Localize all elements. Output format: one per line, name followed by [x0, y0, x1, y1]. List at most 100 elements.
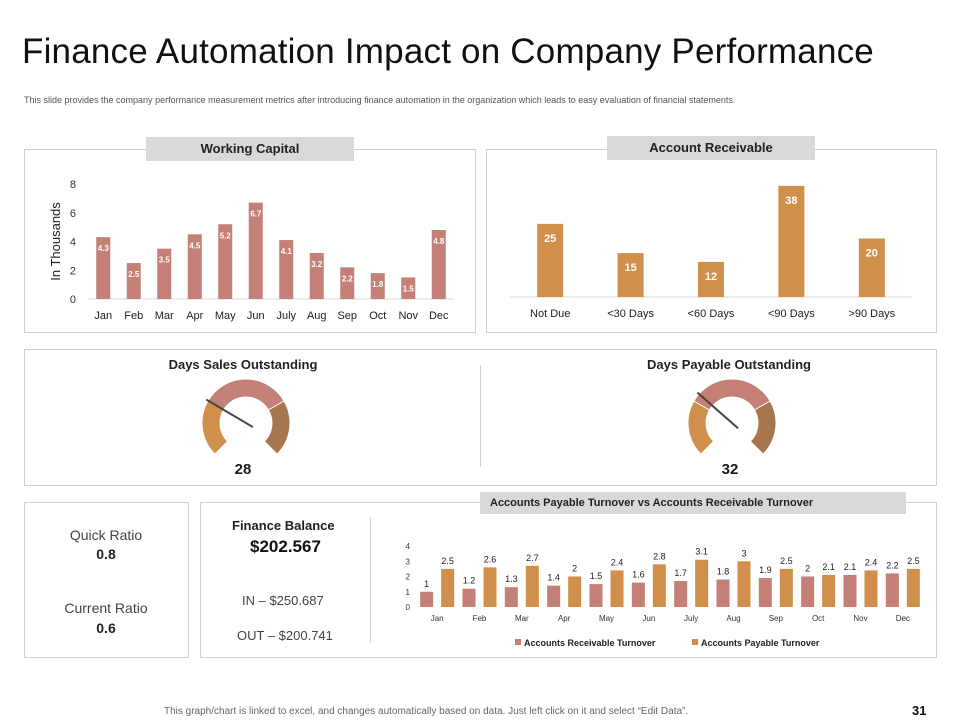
turnover-bar-label: 2.1: [844, 562, 857, 572]
finance-divider: [370, 517, 371, 643]
ar-bar: [698, 261, 724, 297]
turnover-bar: [568, 576, 582, 607]
turnover-bar: [652, 564, 666, 607]
turnover-bar: [885, 573, 899, 607]
turnover-x-tick: Mar: [515, 614, 529, 623]
dpo-segment-high: [749, 400, 777, 455]
turnover-bar: [843, 574, 857, 607]
turnover-x-tick: Nov: [853, 614, 867, 623]
dpo-value: 32: [721, 461, 739, 478]
turnover-y-tick: 3: [406, 557, 411, 566]
turnover-bar-label: 2.5: [441, 556, 454, 566]
turnover-bar-label: 1.2: [463, 576, 476, 586]
turnover-chart: 0 1 2 3 4 1 2.5 Jan 1.2 2.6 Feb 1.3 2.7 Mar 1.4 2 Apr 1.5…: [406, 542, 920, 648]
wc-bar: [401, 277, 416, 299]
turnover-bar-label: 2.5: [907, 556, 920, 566]
ar-bar-label: 12: [705, 271, 717, 283]
ar-x-tick: Not Due: [530, 308, 570, 320]
turnover-bar: [864, 570, 878, 607]
wc-bar: [157, 248, 172, 299]
wc-y-tick: 2: [70, 265, 76, 277]
turnover-bar-label: 2: [572, 564, 577, 574]
turnover-bar: [801, 576, 815, 607]
wc-x-tick: Mar: [155, 310, 174, 322]
turnover-bar-label: 2.4: [865, 557, 878, 567]
dso-segment-high: [263, 400, 291, 455]
turnover-bar-label: 3: [741, 548, 746, 558]
wc-bar: [431, 230, 446, 299]
turnover-bar: [906, 568, 920, 607]
ar-x-tick: <60 Days: [688, 308, 735, 320]
ar-bar: [617, 253, 644, 297]
wc-y-tick: 4: [70, 237, 76, 249]
wc-x-tick: July: [276, 310, 296, 322]
ar-bar-label: 25: [544, 233, 556, 245]
wc-y-tick: 0: [70, 294, 76, 306]
turnover-y-tick: 1: [406, 588, 411, 597]
working-capital-tab: Working Capital: [146, 137, 354, 161]
wc-bar: [96, 237, 111, 299]
turnover-x-tick: Jan: [431, 614, 444, 623]
turnover-bar-label: 2.6: [484, 554, 497, 564]
wc-bar-label: 3.5: [159, 256, 171, 265]
turnover-y-tick: 0: [406, 603, 411, 612]
turnover-x-tick: Feb: [473, 614, 487, 623]
turnover-x-tick: Apr: [558, 614, 571, 623]
turnover-bar-label: 2.1: [822, 562, 835, 572]
turnover-bar: [547, 585, 561, 607]
turnover-bar: [610, 570, 624, 607]
turnover-bar: [695, 559, 709, 607]
footer-note: This graph/chart is linked to excel, and…: [164, 706, 689, 717]
turnover-legend-swatch: [515, 639, 521, 645]
dpo-heading: Days Payable Outstanding: [647, 357, 811, 372]
current-ratio-label: Current Ratio: [64, 600, 148, 616]
quick-ratio-value: 0.8: [96, 546, 116, 562]
turnover-x-tick: July: [684, 614, 698, 623]
dpo-gauge: [687, 378, 777, 455]
wc-bar: [309, 253, 324, 299]
ar-bar-label: 38: [785, 195, 797, 207]
wc-bar-label: 2.5: [128, 270, 140, 279]
dso-needle: [205, 398, 254, 428]
turnover-y-tick: 4: [406, 542, 411, 551]
turnover-x-tick: Aug: [726, 614, 740, 623]
turnover-legend-label: Accounts Payable Turnover: [701, 638, 820, 648]
wc-x-tick: Apr: [186, 310, 203, 322]
working-capital-chart: 0 2 4 6 8 In Thousands 4.3 Jan 2.5 Feb 3.5 Mar 4.5 Ap…: [48, 179, 454, 322]
wc-bar-label: 3.2: [311, 260, 323, 269]
wc-x-tick: Nov: [398, 310, 418, 322]
ar-bar: [858, 238, 885, 297]
turnover-bar: [716, 579, 730, 607]
ratios-panel: [24, 502, 189, 658]
wc-bar: [218, 224, 233, 299]
turnover-bar-label: 1.5: [590, 571, 603, 581]
turnover-x-tick: Sep: [769, 614, 784, 623]
dso-segment-mid: [207, 378, 285, 411]
turnover-x-tick: Dec: [896, 614, 910, 623]
turnover-bar-label: 1.9: [759, 565, 772, 575]
turnover-legend-swatch: [692, 639, 698, 645]
turnover-bar-label: 1.7: [674, 568, 687, 578]
wc-y-label: In Thousands: [48, 202, 63, 281]
turnover-bar-label: 2.7: [526, 553, 539, 563]
wc-y-tick: 8: [70, 179, 76, 191]
wc-x-tick: Feb: [124, 310, 143, 322]
turnover-bar: [737, 561, 751, 607]
turnover-bar-label: 2.8: [653, 551, 666, 561]
turnover-bar: [674, 581, 688, 607]
wc-bar-label: 6.7: [250, 210, 262, 219]
ar-x-tick: <30 Days: [607, 308, 654, 320]
wc-bar-label: 5.2: [220, 231, 232, 240]
turnover-bar-label: 2.2: [886, 560, 899, 570]
turnover-bar: [441, 568, 455, 607]
turnover-bar-label: 2: [805, 564, 810, 574]
ar-bar: [778, 185, 805, 297]
dpo-needle: [696, 391, 739, 430]
finance-balance-value: $202.567: [250, 537, 321, 556]
turnover-x-tick: May: [599, 614, 614, 623]
ar-bar-label: 15: [624, 262, 636, 274]
wc-bar: [370, 273, 385, 299]
turnover-bar-label: 2.4: [611, 557, 624, 567]
account-receivable-chart: 25 Not Due 15 <30 Days 12 <60 Days 38 <90 Days 2…: [510, 185, 912, 320]
wc-bar-label: 4.1: [281, 247, 293, 256]
